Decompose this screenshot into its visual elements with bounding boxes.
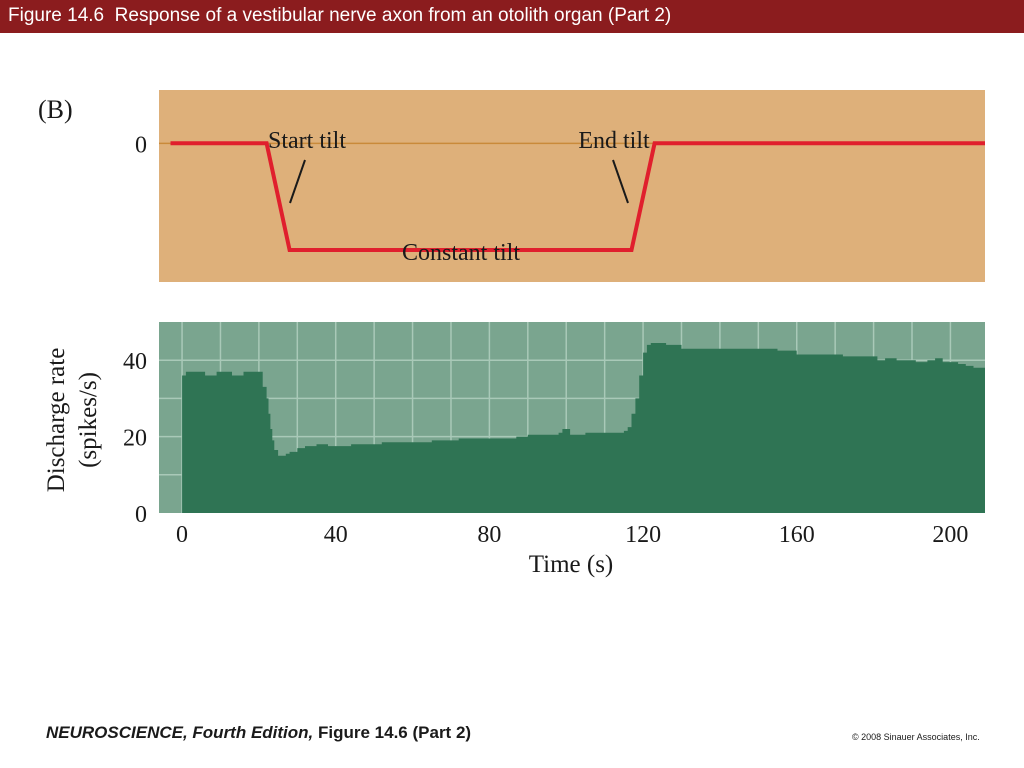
y-tick-label: 20 xyxy=(123,426,147,452)
x-tick-label: 40 xyxy=(324,522,348,548)
edition: Fourth Edition, xyxy=(187,723,314,742)
slide-title: Figure 14.6 Response of a vestibular ner… xyxy=(8,5,672,26)
x-tick-label: 200 xyxy=(932,522,968,548)
tilt-trace xyxy=(170,141,985,252)
y-axis-label-line-2: (spikes/s) xyxy=(75,372,102,468)
y-tick-label: 0 xyxy=(135,502,147,528)
title-bar: Figure 14.6 Response of a vestibular ner… xyxy=(0,0,1024,33)
x-axis-label: Time (s) xyxy=(529,551,614,578)
y-axis-label: Discharge rate (spikes/s) xyxy=(43,348,102,493)
stimulus-ytick-0: 0 xyxy=(135,132,147,158)
stimulus-panel: 0 Start tilt End tilt Constant tilt xyxy=(135,90,985,282)
book-title: NEUROSCIENCE, xyxy=(46,723,188,742)
constant-tilt-label: Constant tilt xyxy=(402,240,520,266)
start-tilt-pointer xyxy=(289,159,306,204)
x-tick-label: 120 xyxy=(625,522,661,548)
response-x-ticks: 0 40 80 120 160 200 xyxy=(176,522,968,548)
footer-credit: NEUROSCIENCE, Fourth Edition, Figure 14.… xyxy=(46,723,471,743)
y-axis-label-line-1: Discharge rate xyxy=(43,348,70,493)
stimulus-background xyxy=(159,90,985,282)
response-y-ticks: 0 20 40 xyxy=(123,349,147,528)
copyright: © 2008 Sinauer Associates, Inc. xyxy=(852,732,980,742)
figure: (B) 0 Start tilt End tilt Constant tilt … xyxy=(38,90,986,578)
x-tick-label: 80 xyxy=(477,522,501,548)
x-tick-label: 0 xyxy=(176,522,188,548)
end-tilt-pointer xyxy=(612,159,629,204)
x-tick-label: 160 xyxy=(779,522,815,548)
discharge-rate-area xyxy=(182,343,986,513)
y-tick-label: 40 xyxy=(123,349,147,375)
response-panel: 0 20 40 0 40 80 120 160 200 Time (s) Discharge … xyxy=(43,322,986,578)
figure-reference: Figure 14.6 (Part 2) xyxy=(313,723,472,742)
panel-label: (B) xyxy=(38,95,73,124)
start-tilt-label: Start tilt xyxy=(268,128,346,154)
end-tilt-label: End tilt xyxy=(578,128,650,154)
